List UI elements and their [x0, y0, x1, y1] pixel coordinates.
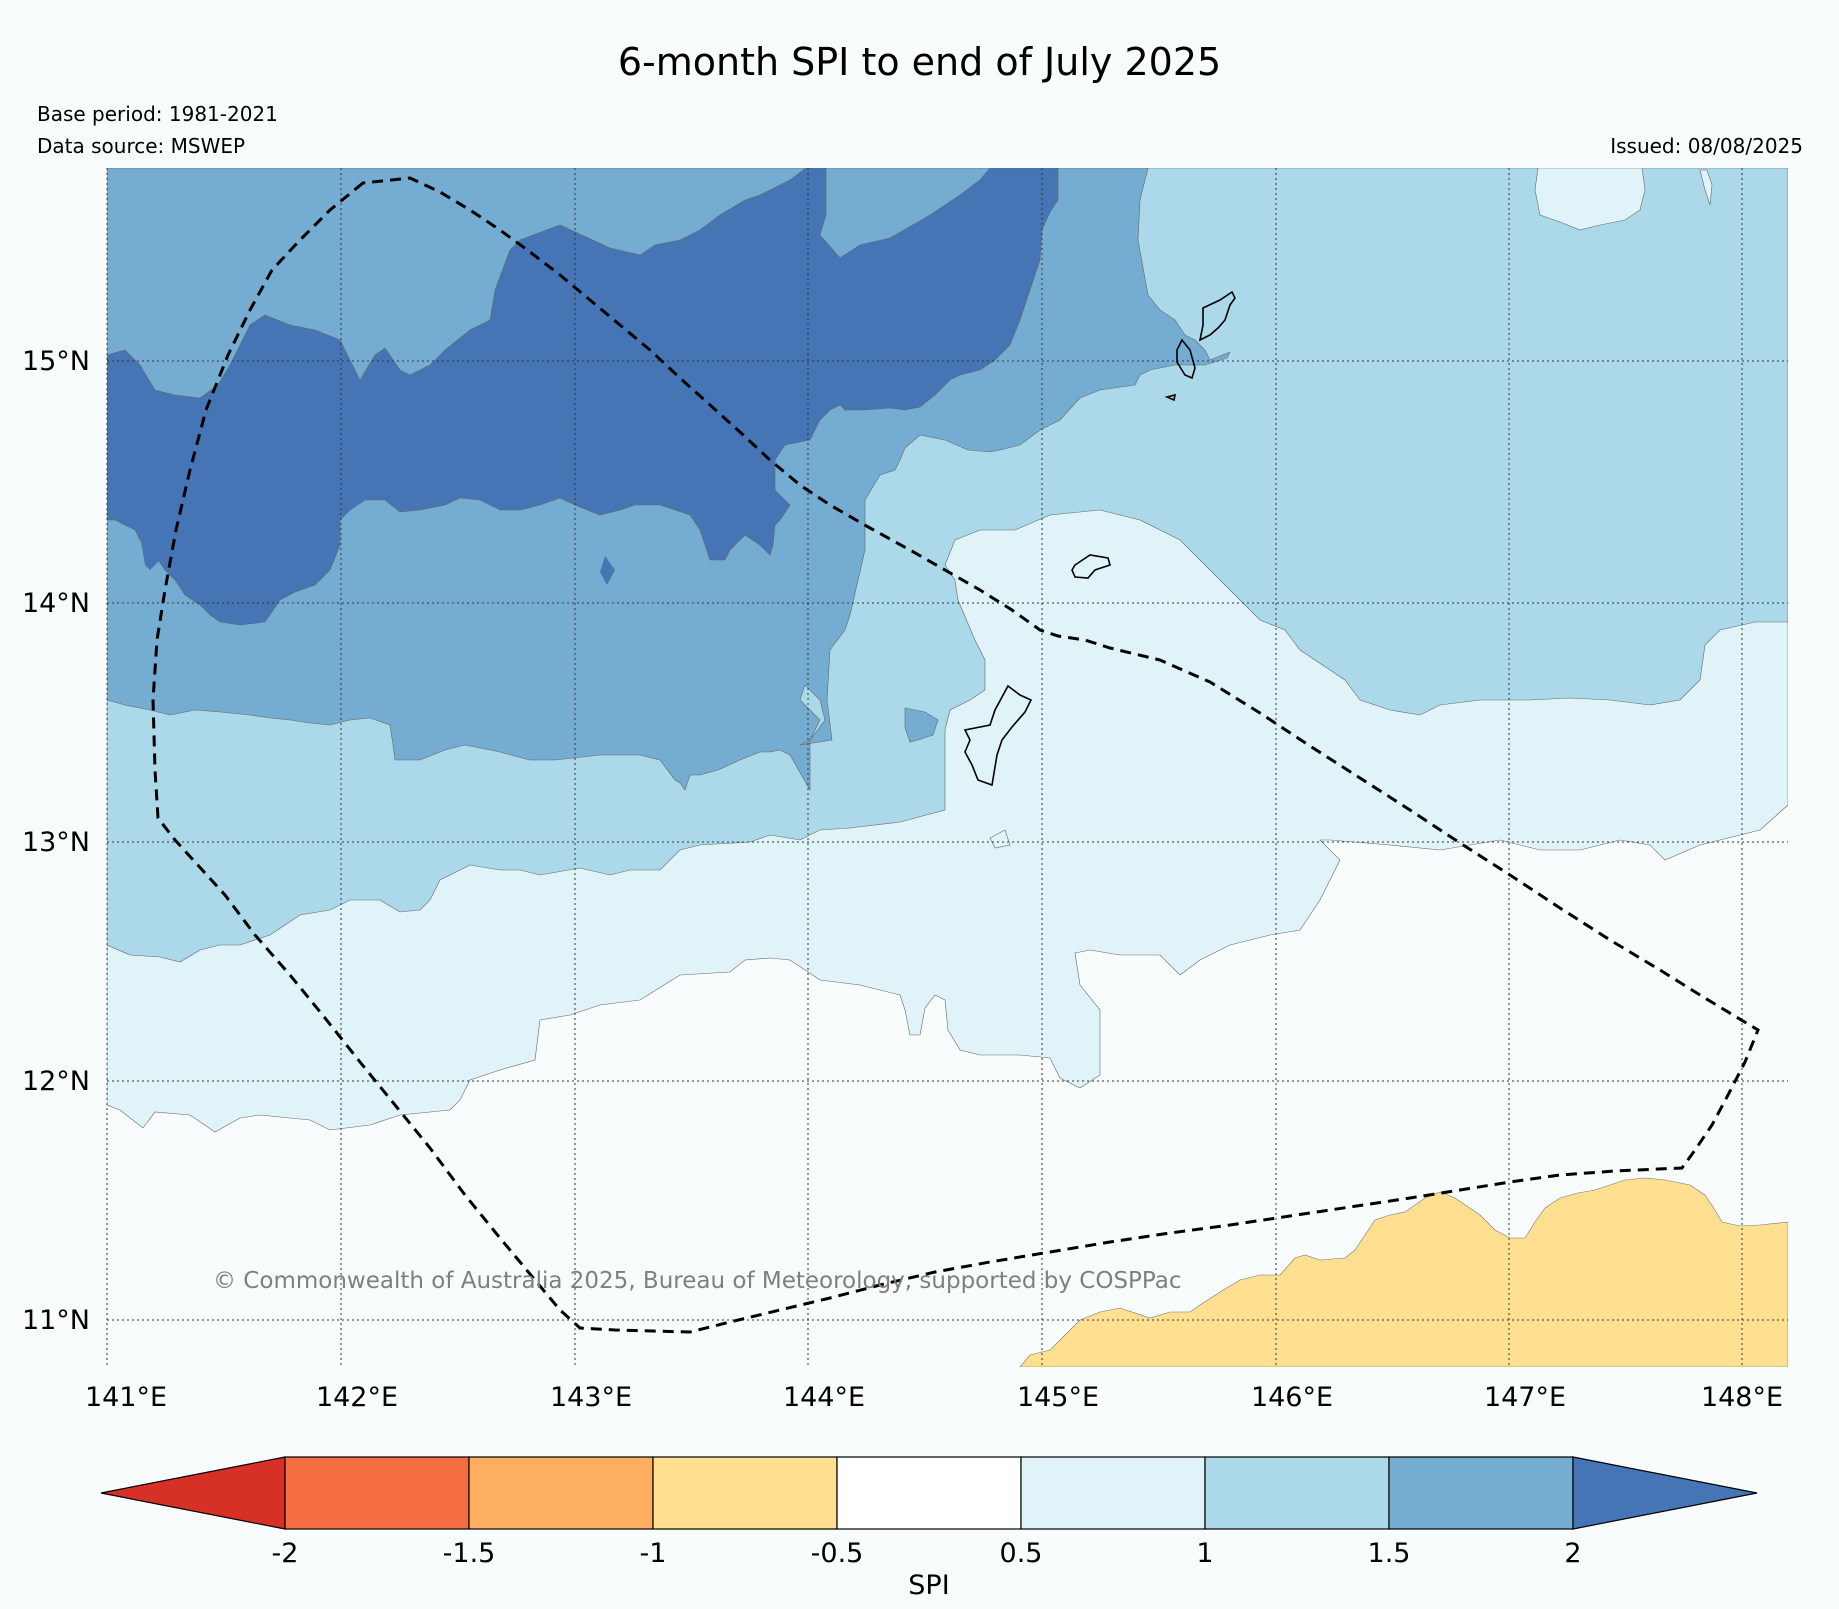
rota-island	[1071, 554, 1111, 579]
aguijan-island	[1164, 393, 1177, 402]
lon-label: 146°E	[1251, 1382, 1333, 1413]
colorbar-segment	[468, 1456, 654, 1530]
lon-label: 143°E	[550, 1382, 632, 1413]
lon-label: 142°E	[316, 1382, 398, 1413]
slightly-wet-patch	[989, 829, 1011, 849]
colorbar-tick: -1.5	[443, 1538, 496, 1569]
issued-date: Issued: 08/08/2025	[1610, 134, 1803, 158]
very-wet-patch	[600, 556, 615, 585]
colorbar-tick: -2	[272, 1538, 299, 1569]
longitude-labels: 141°E 142°E 143°E 144°E 145°E 146°E 147°…	[85, 1382, 1783, 1413]
colorbar-segment	[652, 1456, 838, 1530]
spi-contours	[107, 168, 1788, 1367]
colorbar	[100, 1456, 1758, 1530]
islands	[963, 290, 1236, 787]
lon-label: 148°E	[1701, 1382, 1783, 1413]
colorbar-tick: -0.5	[811, 1538, 864, 1569]
copyright-text: © Commonwealth of Australia 2025, Bureau…	[213, 1268, 1182, 1294]
colorbar-tick: 2	[1564, 1538, 1581, 1569]
latitude-labels: 15°N 14°N 13°N 12°N 11°N	[22, 346, 90, 1336]
guam-island	[963, 684, 1033, 787]
colorbar-tick: -1	[640, 1538, 667, 1569]
slightly-wet-patch	[1699, 169, 1713, 206]
colorbar-left-arrow	[100, 1456, 286, 1530]
map-title: 6-month SPI to end of July 2025	[617, 40, 1222, 84]
colorbar-tick: 1.5	[1368, 1538, 1411, 1569]
very-wet-patch	[140, 535, 170, 570]
lat-label: 13°N	[22, 827, 90, 858]
tinian-island	[1176, 338, 1196, 380]
colorbar-segment	[284, 1456, 470, 1530]
lon-label: 147°E	[1484, 1382, 1566, 1413]
colorbar-segment	[836, 1456, 1022, 1530]
wet-patch	[904, 707, 939, 743]
data-source: Data source: MSWEP	[37, 134, 246, 158]
colorbar-ticks: -2 -1.5 -1 -0.5 0.5 1 1.5 2	[272, 1538, 1582, 1569]
colorbar-tick: 0.5	[1000, 1538, 1043, 1569]
saipan-island	[1198, 290, 1236, 342]
very-wet-region	[107, 168, 1059, 626]
lon-label: 144°E	[783, 1382, 865, 1413]
lon-label: 141°E	[85, 1382, 167, 1413]
colorbar-segment	[1204, 1456, 1390, 1530]
slightly-wet-patch	[1534, 168, 1646, 231]
lat-label: 15°N	[22, 346, 90, 377]
colorbar-label: SPI	[908, 1570, 949, 1601]
lat-label: 11°N	[22, 1305, 90, 1336]
gridlines	[106, 168, 1788, 1367]
colorbar-tick: 1	[1196, 1538, 1213, 1569]
lat-label: 14°N	[22, 588, 90, 619]
colorbar-right-arrow	[1572, 1456, 1758, 1530]
base-period: Base period: 1981-2021	[37, 102, 278, 126]
lat-label: 12°N	[22, 1066, 90, 1097]
colorbar-segment	[1020, 1456, 1206, 1530]
lon-label: 145°E	[1017, 1382, 1099, 1413]
colorbar-segment	[1388, 1456, 1574, 1530]
